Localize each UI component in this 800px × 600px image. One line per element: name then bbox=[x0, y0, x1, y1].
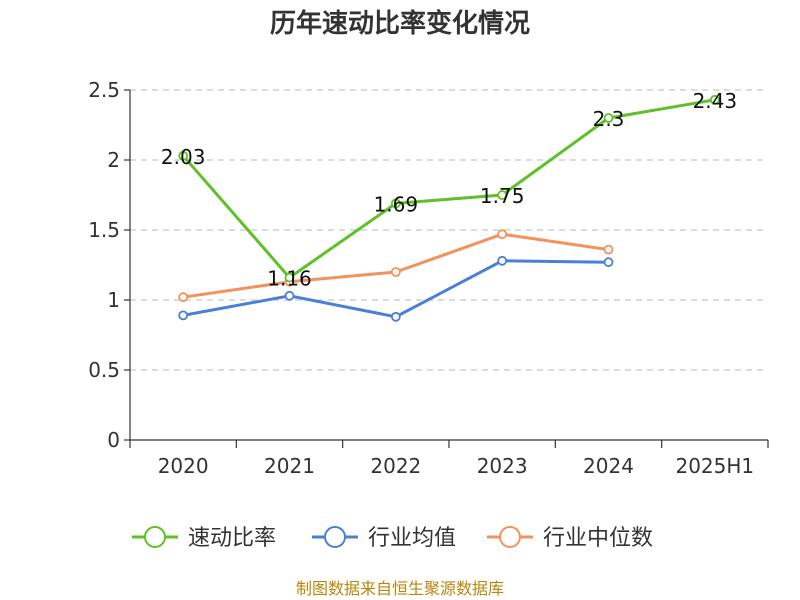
data-point bbox=[284, 272, 295, 283]
data-label: 2.43 bbox=[693, 89, 738, 113]
x-tick-label: 2021 bbox=[264, 454, 315, 478]
data-point bbox=[497, 229, 508, 240]
y-tick-label: 0 bbox=[107, 428, 120, 452]
legend-label: 行业均值 bbox=[368, 526, 456, 551]
series-2 bbox=[178, 229, 614, 303]
legend-label: 行业中位数 bbox=[543, 526, 653, 551]
legend-label: 速动比率 bbox=[188, 526, 276, 551]
legend-item-1: 行业均值 bbox=[312, 526, 456, 551]
data-label: 2.3 bbox=[593, 107, 625, 131]
data-point bbox=[709, 94, 720, 105]
legend-swatch-marker bbox=[324, 526, 346, 548]
y-tick-label: 1 bbox=[107, 288, 120, 312]
grid-lines bbox=[130, 89, 768, 371]
legend-item-2: 行业中位数 bbox=[487, 526, 653, 551]
series-line bbox=[182, 232, 609, 299]
legend: 速动比率 行业均值 行业中位数 bbox=[132, 526, 653, 551]
y-tick-label: 1.5 bbox=[88, 218, 120, 242]
data-point bbox=[390, 311, 401, 322]
x-tick-label: 2022 bbox=[370, 454, 421, 478]
source-note: 制图数据来自恒生聚源数据库 bbox=[296, 579, 504, 598]
data-labels: 2.03 1.16 1.69 1.75 2.3 2.43 bbox=[161, 89, 737, 291]
data-point bbox=[178, 150, 189, 161]
legend-item-0: 速动比率 bbox=[132, 526, 276, 551]
data-point bbox=[178, 310, 189, 321]
y-tick-label: 2 bbox=[107, 148, 120, 172]
legend-swatch-marker bbox=[499, 526, 521, 548]
data-point bbox=[497, 255, 508, 266]
chart-title: 历年速动比率变化情况 bbox=[270, 8, 530, 39]
data-point bbox=[390, 198, 401, 209]
data-label: 2.03 bbox=[161, 145, 206, 169]
data-label: 1.69 bbox=[374, 192, 419, 216]
x-tick-label: 2020 bbox=[158, 454, 209, 478]
series-line bbox=[182, 98, 716, 280]
x-tick-label: 2023 bbox=[477, 454, 528, 478]
series-0 bbox=[178, 94, 720, 283]
data-point bbox=[284, 290, 295, 301]
legend-swatch-marker bbox=[144, 526, 166, 548]
data-label: 1.16 bbox=[267, 267, 312, 291]
data-point bbox=[603, 244, 614, 255]
series-1 bbox=[178, 255, 614, 322]
y-tick-label: 2.5 bbox=[88, 78, 120, 102]
data-point bbox=[390, 267, 401, 277]
y-tick-label: 0.5 bbox=[88, 358, 120, 382]
x-tick-label: 2024 bbox=[583, 454, 634, 478]
data-label: 1.75 bbox=[480, 184, 525, 208]
axes: 0 0.5 1 1.5 2 2.5 2020 2021 2022 2023 2024 2025H1 bbox=[88, 78, 769, 478]
x-tick-label: 2025H1 bbox=[675, 454, 754, 478]
data-point bbox=[497, 190, 508, 200]
data-point bbox=[603, 113, 614, 123]
data-point bbox=[603, 257, 614, 268]
data-point bbox=[178, 292, 189, 303]
series-group bbox=[178, 94, 720, 322]
